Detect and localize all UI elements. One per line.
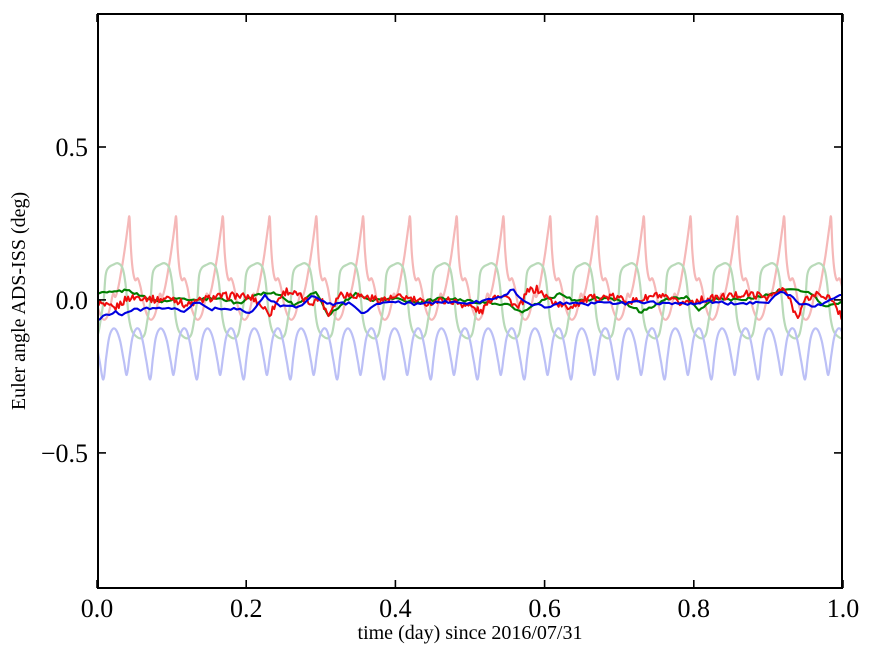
series-filtered-3-blue-line <box>97 288 843 322</box>
series-filtered-1-red-line <box>97 284 843 320</box>
series-raw-3-blue-line <box>97 327 843 381</box>
x-tick-label: 0.0 <box>81 594 114 623</box>
axes-spines <box>97 13 843 589</box>
x-axis-label: time (day) since 2016/07/31 <box>357 622 583 644</box>
series-raw-1-red-line <box>97 215 843 321</box>
x-tick-label: 0.6 <box>528 594 561 623</box>
x-tick-label: 0.2 <box>230 594 263 623</box>
y-tick-label: 0.0 <box>56 286 89 315</box>
y-axis-label: Euler angle ADS-ISS (deg) <box>8 191 30 411</box>
x-tick-label: 0.8 <box>678 594 711 623</box>
x-tick-label: 1.0 <box>827 594 860 623</box>
y-tick-label: −0.5 <box>41 439 88 468</box>
x-tick-label: 0.4 <box>379 594 412 623</box>
series-raw-2-green-line <box>97 261 843 340</box>
y-tick-label: 0.5 <box>56 133 89 162</box>
